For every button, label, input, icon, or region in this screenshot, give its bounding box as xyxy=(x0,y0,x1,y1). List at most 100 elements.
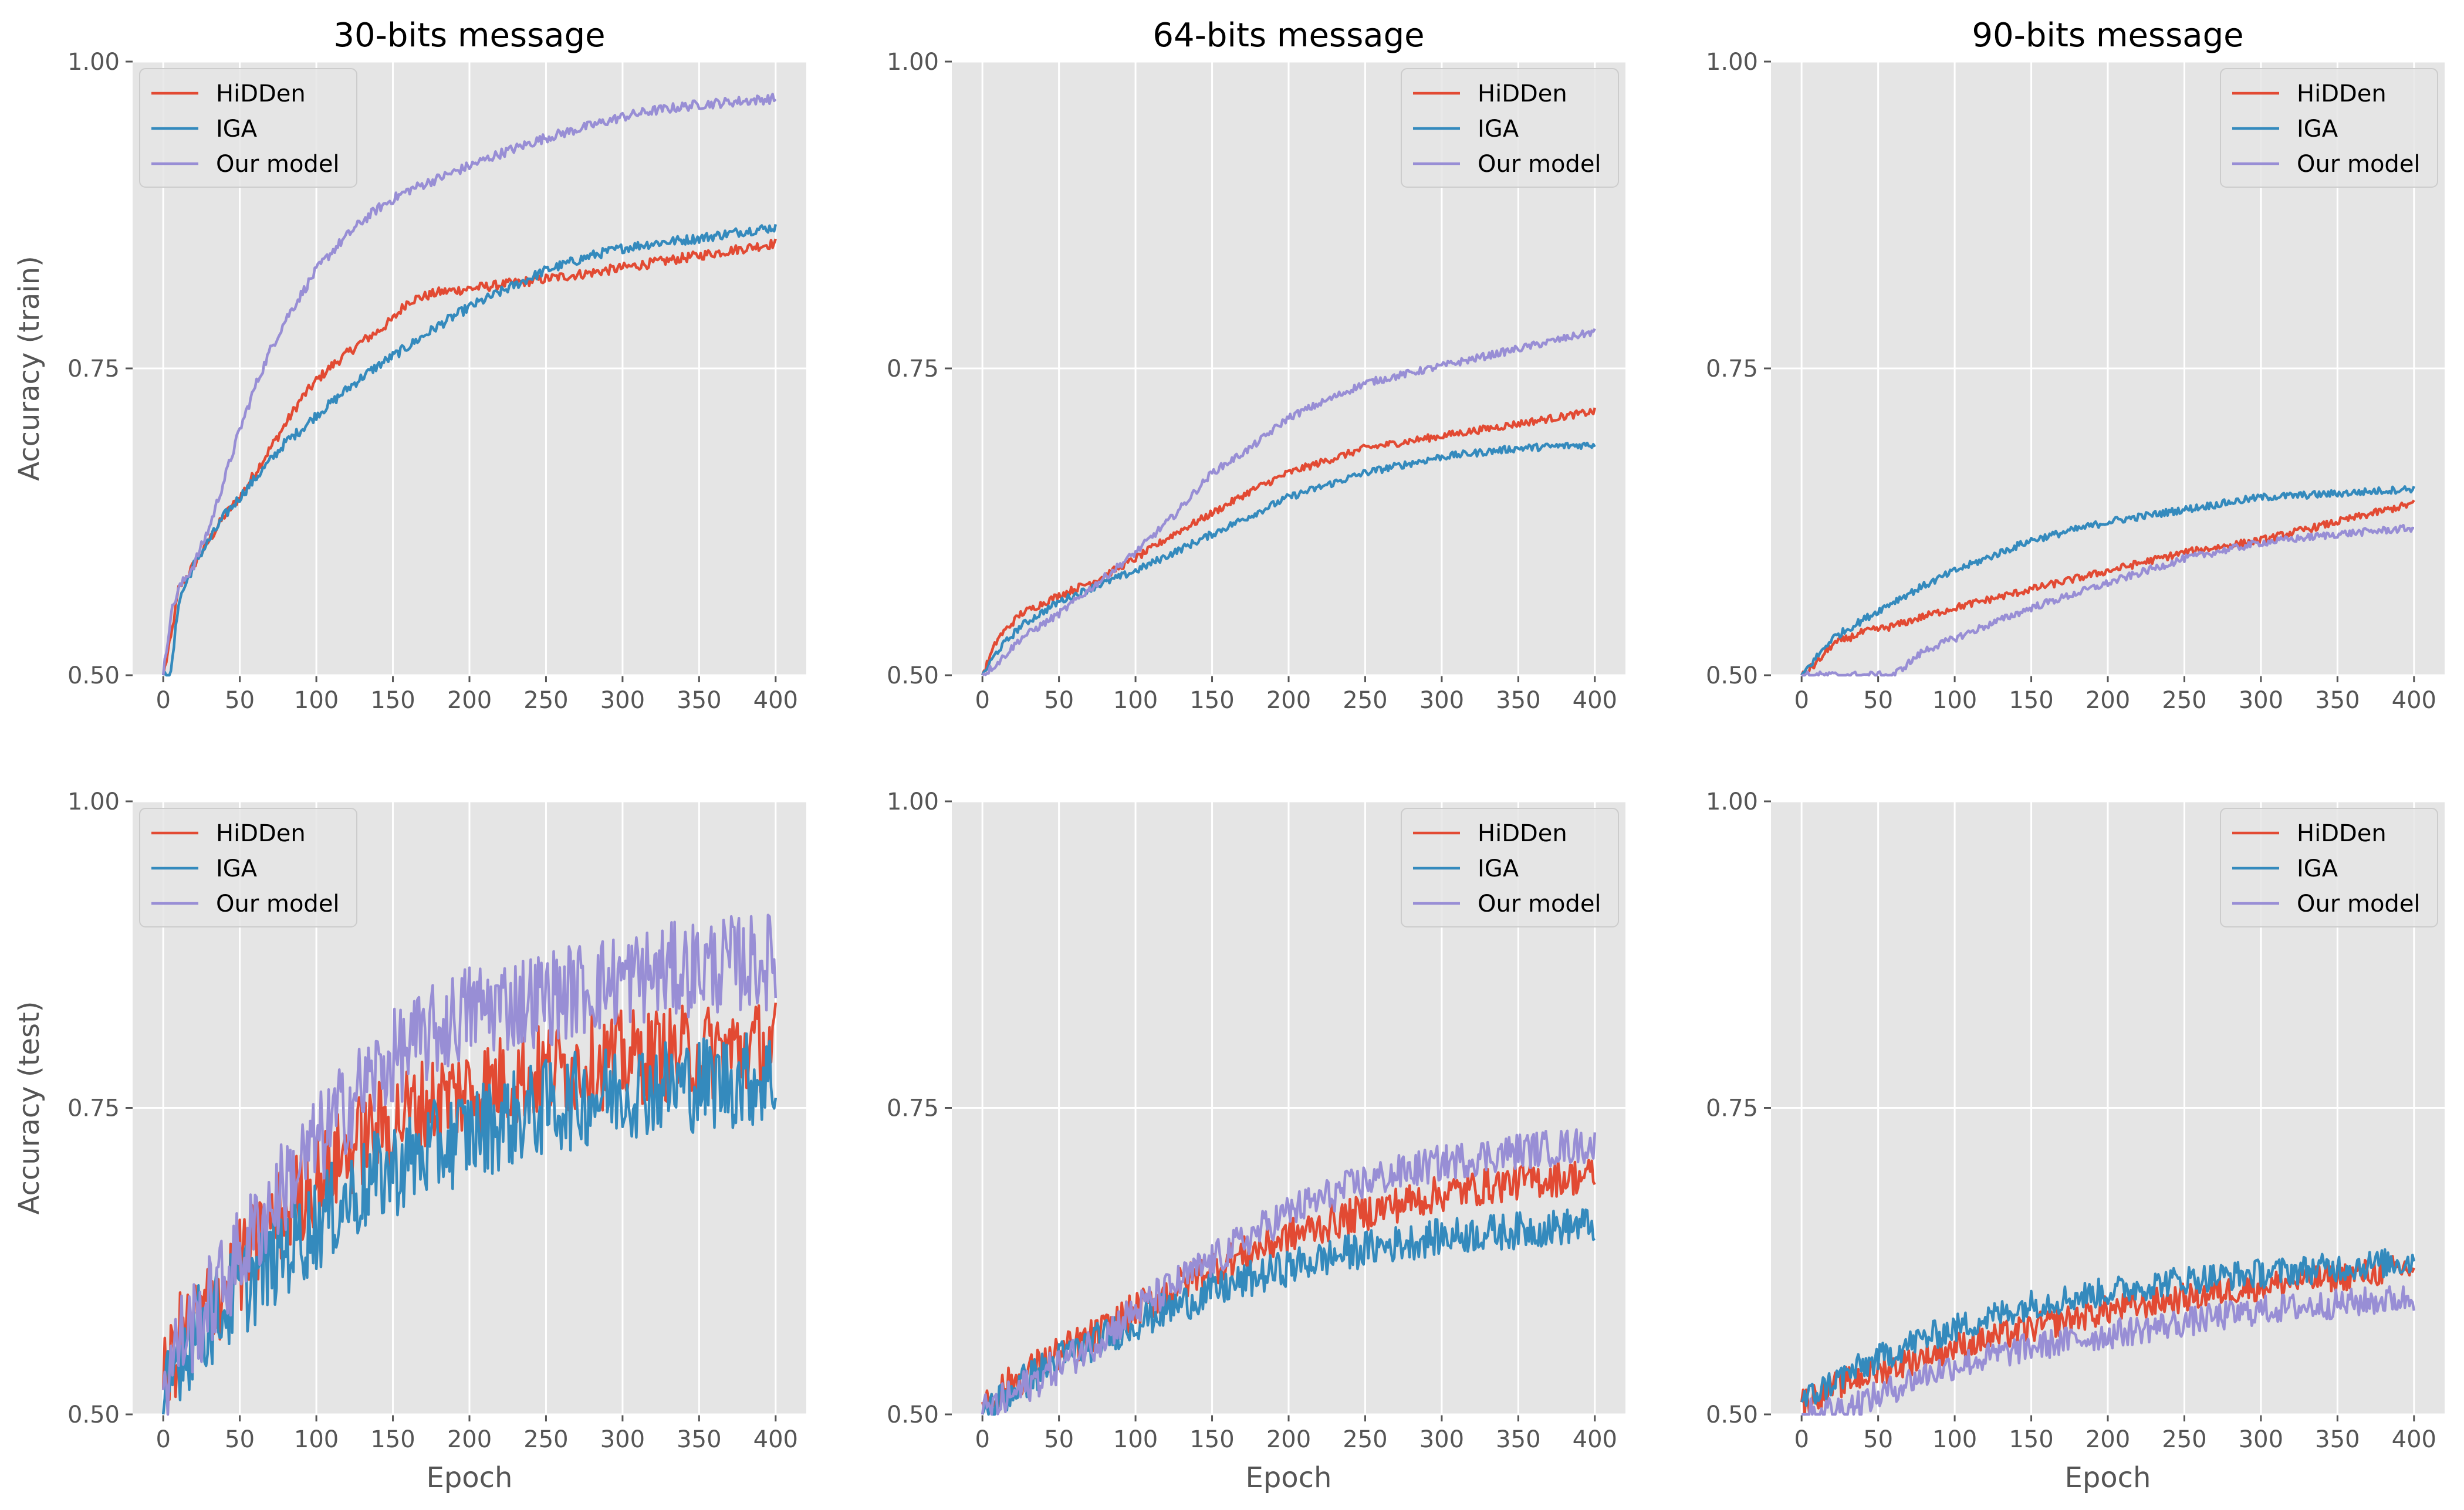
x-tick-label: 200 xyxy=(447,687,492,714)
legend: HiDDen IGA Our model xyxy=(2220,808,2438,927)
x-tick-label: 300 xyxy=(1419,687,1464,714)
x-tick-label: 100 xyxy=(1113,1426,1158,1453)
x-tick-label: 50 xyxy=(1044,687,1074,714)
x-tick-label: 150 xyxy=(2009,1426,2053,1453)
y-tick-label: 0.75 xyxy=(1706,1095,1758,1122)
series-line-hidden xyxy=(981,407,1596,676)
x-axis-label: Epoch xyxy=(427,1461,513,1494)
legend-label: HiDDen xyxy=(1478,80,1567,107)
legend-box xyxy=(1401,808,1619,927)
x-tick-label: 350 xyxy=(2315,687,2360,714)
x-tick-label: 200 xyxy=(1266,687,1311,714)
x-tick-label: 250 xyxy=(1343,1426,1387,1453)
y-tick-label: 0.75 xyxy=(887,1095,939,1122)
x-tick-label: 0 xyxy=(975,687,989,714)
legend: HiDDen IGA Our model xyxy=(1401,808,1619,927)
y-tick-label: 0.50 xyxy=(67,1401,120,1428)
x-tick-label: 350 xyxy=(677,1426,721,1453)
y-tick-label: 0.50 xyxy=(1706,1401,1758,1428)
series-line-our-model xyxy=(1801,523,2415,677)
x-tick-label: 200 xyxy=(2086,1426,2130,1453)
y-tick-label: 1.00 xyxy=(67,49,120,76)
chart-title: 30-bits message xyxy=(333,16,605,55)
subplot-3: 0 50 100 150 200 250 300 350 400 0.50 0.75 1.00 90-b… xyxy=(1706,16,2445,714)
x-tick-label: 100 xyxy=(1113,687,1158,714)
x-tick-label: 400 xyxy=(753,687,798,714)
x-tick-label: 400 xyxy=(2392,1426,2436,1453)
series-line-our-model xyxy=(161,913,778,1416)
x-tick-label: 250 xyxy=(1343,687,1387,714)
x-tick-label: 350 xyxy=(2315,1426,2360,1453)
series-line-iga xyxy=(981,441,1596,676)
x-tick-label: 150 xyxy=(370,687,415,714)
legend: HiDDen IGA Our model xyxy=(2220,68,2438,188)
legend: HiDDen IGA Our model xyxy=(1401,68,1619,188)
legend-label: HiDDen xyxy=(2297,80,2387,107)
y-tick-label: 1.00 xyxy=(1706,788,1758,815)
x-tick-label: 300 xyxy=(1419,1426,1464,1453)
legend-box xyxy=(2220,808,2438,927)
series-line-our-model xyxy=(981,328,1596,676)
x-tick-label: 400 xyxy=(2392,687,2436,714)
legend-box xyxy=(139,808,357,927)
series-line-hidden xyxy=(981,1159,1596,1411)
x-tick-label: 350 xyxy=(1496,687,1540,714)
subplot-1: 0 50 100 150 200 250 300 350 400 0.50 0.75 1.00 30-b… xyxy=(13,16,806,714)
y-tick-label: 0.75 xyxy=(67,1095,120,1122)
x-tick-label: 50 xyxy=(1044,1426,1074,1453)
y-tick-label: 1.00 xyxy=(67,788,120,815)
y-tick-label: 0.50 xyxy=(67,662,120,689)
x-tick-label: 0 xyxy=(1794,1426,1809,1453)
x-tick-label: 250 xyxy=(2162,687,2206,714)
series-line-hidden xyxy=(1800,499,2415,676)
chart-title: 64-bits message xyxy=(1152,16,1424,55)
x-tick-label: 50 xyxy=(1863,1426,1893,1453)
y-tick-label: 1.00 xyxy=(887,49,939,76)
x-tick-label: 150 xyxy=(370,1426,415,1453)
legend: HiDDen IGA Our model xyxy=(139,68,357,188)
x-tick-label: 300 xyxy=(2239,1426,2283,1453)
legend-label: IGA xyxy=(216,116,258,143)
series-line-our-model xyxy=(161,93,777,676)
y-tick-label: 0.50 xyxy=(887,1401,939,1428)
y-axis-label: Accuracy (train) xyxy=(13,256,46,481)
x-tick-label: 0 xyxy=(156,687,170,714)
series-line-our-model xyxy=(1801,1285,2416,1416)
legend-box xyxy=(2220,68,2438,188)
legend-label: Our model xyxy=(1478,151,1601,178)
legend-label: HiDDen xyxy=(216,820,306,847)
subplot-2: 0 50 100 150 200 250 300 350 400 0.50 0.75 1.00 64-b… xyxy=(887,16,1625,714)
legend-box xyxy=(1401,68,1619,188)
legend-label: Our model xyxy=(216,151,340,178)
x-tick-label: 300 xyxy=(2239,687,2283,714)
x-tick-label: 150 xyxy=(2009,687,2053,714)
subplot-4: 0 50 100 150 200 250 300 350 400 0.50 0.75 1.00 Epoc… xyxy=(13,788,806,1494)
x-tick-label: 250 xyxy=(523,687,568,714)
x-tick-label: 400 xyxy=(1573,1426,1617,1453)
x-tick-label: 50 xyxy=(1863,687,1893,714)
legend-label: HiDDen xyxy=(2297,820,2387,847)
legend-label: Our model xyxy=(216,891,340,917)
x-tick-label: 350 xyxy=(677,687,721,714)
series-line-iga xyxy=(981,1208,1596,1416)
legend-label: Our model xyxy=(2297,891,2421,917)
x-tick-label: 100 xyxy=(1932,1426,1977,1453)
x-tick-label: 400 xyxy=(1573,687,1617,714)
y-tick-label: 1.00 xyxy=(1706,49,1758,76)
x-tick-label: 200 xyxy=(2086,687,2130,714)
x-tick-label: 50 xyxy=(225,687,255,714)
legend-label: IGA xyxy=(216,855,258,882)
legend-label: IGA xyxy=(1478,855,1519,882)
y-tick-label: 0.75 xyxy=(67,356,120,382)
chart-title: 90-bits message xyxy=(1972,16,2243,55)
x-axis-label: Epoch xyxy=(1246,1461,1332,1494)
x-tick-label: 150 xyxy=(1189,1426,1234,1453)
x-tick-label: 250 xyxy=(523,1426,568,1453)
legend-label: IGA xyxy=(2297,855,2338,882)
x-tick-label: 100 xyxy=(294,687,339,714)
legend: HiDDen IGA Our model xyxy=(139,808,357,927)
y-tick-label: 1.00 xyxy=(887,788,939,815)
y-tick-label: 0.75 xyxy=(1706,356,1758,382)
legend-label: HiDDen xyxy=(216,80,306,107)
legend-label: HiDDen xyxy=(1478,820,1567,847)
